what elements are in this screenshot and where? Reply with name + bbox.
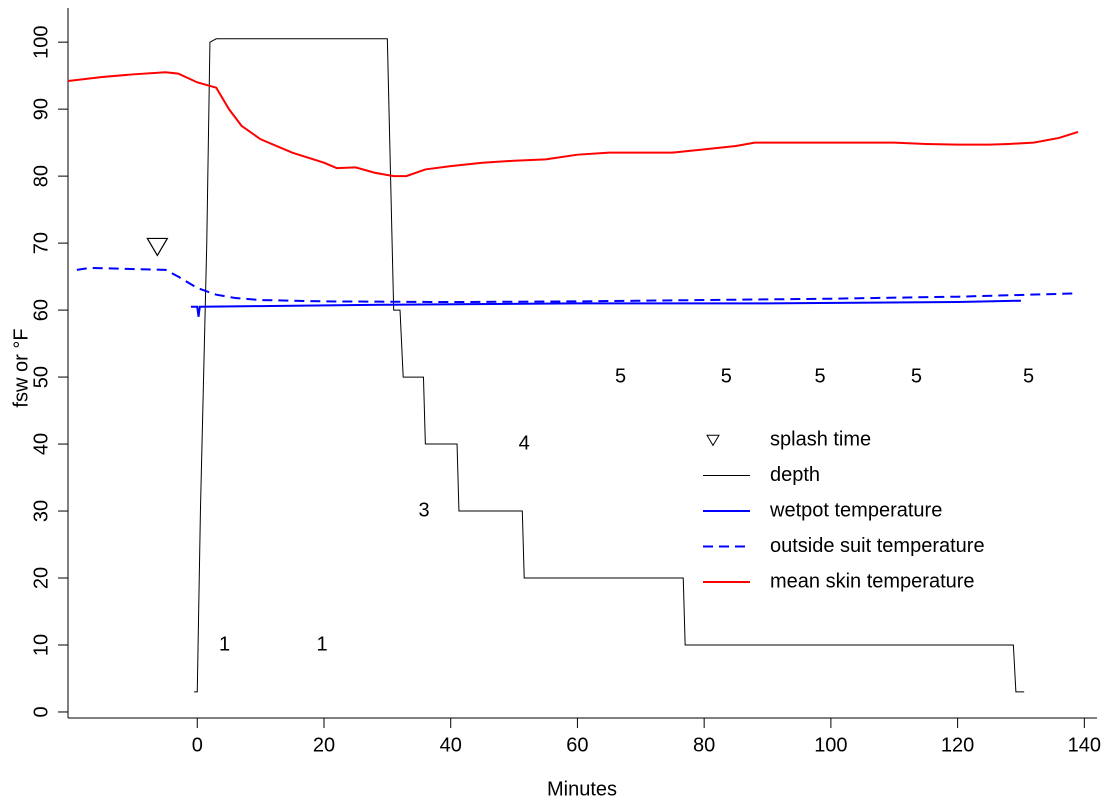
annotation: 5 — [615, 365, 626, 387]
legend-label: mean skin temperature — [770, 570, 975, 592]
annotation: 5 — [815, 365, 826, 387]
y-tick-label: 70 — [30, 232, 52, 254]
x-tick-label: 140 — [1068, 734, 1101, 756]
x-tick-label: 60 — [566, 734, 588, 756]
y-tick-label: 30 — [30, 500, 52, 522]
splash-marker — [146, 237, 169, 257]
y-tick-label: 20 — [30, 567, 52, 589]
annotation: 1 — [219, 633, 230, 655]
x-tick-label: 100 — [814, 734, 847, 756]
x-tick-label: 0 — [192, 734, 203, 756]
y-tick-label: 100 — [30, 25, 52, 58]
x-axis-label: Minutes — [547, 778, 617, 800]
y-tick-label: 90 — [30, 98, 52, 120]
x-tick-label: 40 — [440, 734, 462, 756]
annotation: 4 — [519, 432, 530, 454]
annotation: 5 — [721, 365, 732, 387]
annotation: 5 — [1023, 365, 1034, 387]
legend-label: outside suit temperature — [770, 535, 985, 557]
y-tick-label: 10 — [30, 634, 52, 656]
y-tick-label: 0 — [30, 706, 52, 717]
y-tick-label: 50 — [30, 366, 52, 388]
legend-label: splash time — [770, 428, 871, 450]
legend-label: depth — [770, 464, 820, 486]
x-tick-label: 80 — [693, 734, 715, 756]
y-axis-label: fsw or °F — [10, 328, 32, 407]
x-tick-label: 20 — [313, 734, 335, 756]
annotation: 5 — [911, 365, 922, 387]
y-tick-label: 80 — [30, 165, 52, 187]
annotation: 1 — [317, 633, 328, 655]
y-tick-label: 60 — [30, 299, 52, 321]
annotation: 3 — [419, 499, 430, 521]
legend-label: wetpot temperature — [769, 499, 942, 521]
x-tick-label: 120 — [941, 734, 974, 756]
series-line — [194, 38, 1025, 693]
legend-symbol — [706, 434, 720, 447]
series-line — [76, 266, 1079, 304]
y-tick-label: 40 — [30, 433, 52, 455]
series-line — [190, 299, 1021, 317]
series-line — [67, 71, 1079, 178]
